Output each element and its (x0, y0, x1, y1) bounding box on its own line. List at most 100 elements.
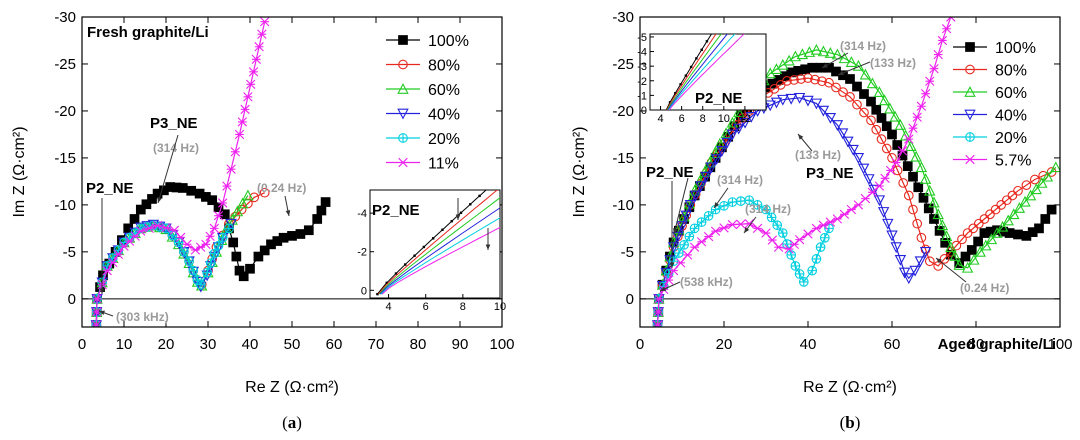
inset-point (674, 91, 677, 95)
data-point (196, 279, 206, 290)
inset-x-tick-label: 6 (679, 113, 685, 125)
data-point (1001, 195, 1012, 206)
inset-point (689, 65, 693, 69)
data-point (1036, 176, 1048, 188)
data-point (752, 223, 763, 234)
annotation: P3_NE (150, 115, 198, 132)
inset-y-tick-label: -3 (637, 61, 647, 73)
inset-x-tick-label: 12 (739, 113, 751, 125)
data-point (871, 104, 882, 115)
inset-y-tick-label: -4 (637, 47, 647, 59)
data-point (680, 210, 692, 222)
data-point (957, 234, 967, 245)
data-point (205, 258, 216, 268)
inset-y-tick-label: -5 (637, 32, 647, 44)
data-point (904, 134, 914, 144)
inset-point (488, 186, 490, 188)
x-tick-label: 50 (284, 336, 301, 353)
data-point (794, 234, 805, 245)
data-point (908, 204, 918, 215)
data-point (873, 86, 886, 98)
data-point (698, 166, 711, 177)
data-point (744, 195, 755, 206)
data-point (259, 187, 270, 198)
x-axis-label: Re Z (Ω·cm²) (803, 379, 897, 396)
data-point (817, 76, 827, 87)
data-point (824, 77, 834, 88)
arrow-head (157, 197, 162, 203)
y-tick-label: -10 (54, 197, 76, 214)
inset-point (413, 254, 416, 257)
x-tick-label: 0 (636, 336, 644, 353)
data-point (709, 147, 721, 159)
data-point (1008, 208, 1020, 220)
data-point (916, 232, 927, 243)
data-point (704, 156, 716, 168)
data-point (1040, 214, 1051, 224)
data-point (941, 24, 952, 34)
chart-title: Fresh graphite/Li (87, 24, 209, 41)
inset-point (469, 203, 472, 206)
data-point (939, 254, 950, 264)
data-point (186, 185, 197, 196)
data-point (979, 214, 990, 224)
data-point (689, 190, 702, 202)
data-point (182, 239, 192, 250)
data-point (908, 171, 918, 182)
data-point (859, 107, 869, 118)
data-point (764, 100, 776, 112)
data-point (710, 154, 723, 166)
inset-curve-80% (378, 190, 498, 295)
data-point (933, 49, 943, 60)
data-point (876, 134, 887, 144)
data-point (744, 218, 754, 229)
data-point (144, 223, 154, 234)
data-point (846, 204, 857, 215)
arrow-head (822, 63, 828, 68)
data-point (1029, 174, 1040, 185)
inset-x-tick-label: 4 (657, 113, 663, 125)
data-point (980, 239, 992, 251)
data-point (866, 77, 879, 89)
data-point (845, 56, 858, 67)
data-point (668, 265, 679, 276)
annotation: (314 Hz) (745, 202, 791, 216)
inset-point (376, 292, 379, 296)
legend-marker (964, 86, 976, 97)
inset-point (705, 40, 709, 43)
annotation: (303 kHz) (116, 310, 169, 324)
arrow-head (838, 70, 844, 76)
arrow-head (660, 286, 666, 291)
data-point (908, 123, 918, 133)
data-point (1007, 190, 1018, 201)
data-point (894, 119, 907, 130)
data-point (789, 75, 799, 85)
data-point (919, 173, 932, 184)
data-point (1013, 202, 1026, 213)
data-point (689, 223, 700, 234)
data-point (838, 52, 851, 64)
data-point (889, 110, 901, 122)
y-tick-label: -30 (54, 9, 76, 26)
annotation: P2_NE (86, 180, 134, 197)
data-point (228, 237, 239, 248)
annotation-arrow (673, 177, 689, 235)
data-point (108, 257, 118, 268)
data-point (253, 251, 264, 262)
data-point (880, 173, 890, 183)
data-point (667, 242, 680, 254)
x-tick-label: 30 (200, 336, 217, 353)
data-point (234, 129, 245, 140)
data-point (745, 111, 758, 123)
data-point (882, 218, 894, 230)
inset-point (441, 228, 444, 231)
data-point (716, 146, 728, 157)
x-tick-label: 100 (1047, 336, 1072, 353)
data-point (672, 231, 684, 243)
data-point (885, 165, 896, 176)
data-point (141, 199, 152, 210)
inset-point (679, 83, 682, 86)
legend-label: 80% (428, 58, 460, 75)
data-point (973, 236, 983, 247)
